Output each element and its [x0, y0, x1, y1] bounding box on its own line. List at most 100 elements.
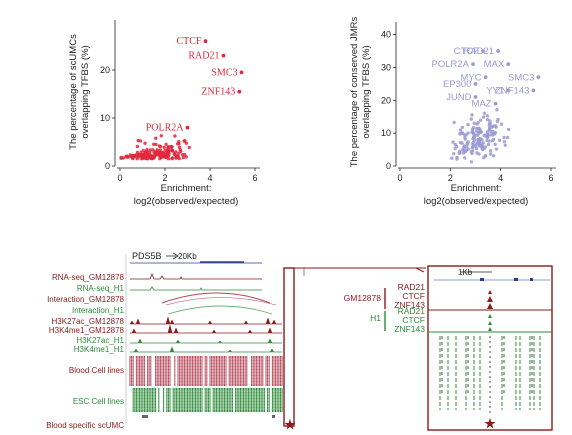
- gm-peak-znf143-icon: [487, 303, 493, 309]
- scatter-point: [455, 155, 459, 160]
- scatter-point: [458, 140, 462, 145]
- scatter-point: [450, 156, 454, 160]
- rna-seq-gm-track: [130, 272, 262, 280]
- interaction-h1-arc: [167, 305, 273, 315]
- scatter-point: [166, 157, 171, 161]
- scatter-point: [482, 111, 487, 115]
- scatter-point: [470, 146, 474, 150]
- point-label: SMC3: [211, 67, 237, 78]
- scatter-point: [494, 147, 499, 151]
- scatter-point: [458, 128, 463, 132]
- y-tick-label: 0: [105, 161, 110, 171]
- scatter-point: [466, 131, 470, 135]
- y-tick-label: 20: [100, 65, 110, 75]
- scatter-point: [499, 122, 504, 126]
- scatter-point: [164, 142, 168, 146]
- point-label: EP300: [443, 79, 472, 90]
- labeled-point: [496, 49, 500, 53]
- left-xlabel-2: log2(observed/expected): [134, 196, 239, 207]
- scatter-point: [489, 133, 493, 137]
- scatter-point: [151, 156, 155, 161]
- labeled-point: [239, 70, 244, 75]
- labeled-point: [531, 88, 536, 93]
- left-scatter-labeled-points: CTCF RAD21 SMC3 ZNF143 POLR2A: [146, 36, 244, 134]
- y-tick-label: 20: [381, 95, 391, 105]
- track-label-interaction-gm: Interaction_GM12878: [47, 295, 124, 304]
- scatter-point: [462, 144, 467, 148]
- gene-label: PDS5B: [132, 251, 162, 261]
- scatter-point: [506, 135, 510, 140]
- right-scatter-cloud: [450, 108, 511, 164]
- scatter-point: [453, 146, 457, 151]
- scatter-point: [162, 145, 166, 149]
- scatter-point: [475, 151, 479, 155]
- scale-label: 20Kb: [178, 252, 197, 261]
- scatter-point: [483, 154, 488, 158]
- scatter-point: [463, 137, 467, 141]
- interaction-gm-arc-2: [165, 297, 277, 306]
- point-label: POLR2A: [146, 123, 185, 134]
- scale-bar-icon: [166, 252, 179, 260]
- x-tick-label: 4: [498, 173, 503, 183]
- labeled-point: [506, 62, 511, 66]
- h1-peak-ctcf-icon: [488, 321, 492, 325]
- histone-peak-track: [130, 346, 282, 353]
- zoom-gm-tf-2: CTCF: [402, 291, 425, 301]
- scatter-point: [465, 141, 469, 145]
- zoom-connector-bracket: [294, 267, 305, 276]
- scatter-point: [153, 154, 157, 158]
- left-xlabel-1: Enrichment:: [161, 183, 212, 194]
- scatter-point: [159, 134, 163, 138]
- y-tick-label: 10: [381, 128, 391, 138]
- scatter-point: [474, 146, 479, 151]
- scatter-point: [463, 156, 467, 160]
- scatter-point: [154, 136, 158, 140]
- scatter-point: [481, 141, 485, 145]
- scatter-point: [497, 138, 502, 142]
- labeled-point: [203, 39, 208, 44]
- scatter-point: [475, 141, 479, 145]
- scatter-point: [493, 124, 498, 128]
- zoom-gm-tf-3: ZNF143: [394, 300, 425, 310]
- scatter-point: [490, 125, 494, 129]
- point-label: CTCF: [454, 46, 480, 57]
- point-label: ZNF143: [201, 87, 235, 98]
- labeled-point: [483, 75, 488, 80]
- scatter-point: [470, 130, 474, 134]
- labeled-point: [493, 101, 498, 106]
- track-label-rna-h1: RNA-seq_H1: [77, 284, 125, 293]
- gm-peak-rad21-icon: [488, 290, 492, 294]
- histone-peak-track: [129, 316, 282, 325]
- histone-peak-track: [130, 338, 282, 344]
- zoom-panel: 1Kb GM12878 RAD21 CTCF ZNF143 H1 RAD21 C…: [344, 265, 553, 431]
- track-label-h3k4me1-gm: H3K4me1_GM12878: [49, 326, 125, 335]
- scumc-bar-2: [272, 415, 275, 418]
- scatter-point: [128, 153, 132, 157]
- esc-cell-lines-label: ESC Cell lines: [73, 397, 124, 406]
- scatter-point: [156, 151, 161, 156]
- histone-peak-tracks: [129, 316, 282, 353]
- scatter-point: [453, 142, 458, 147]
- x-tick-label: 6: [252, 173, 257, 183]
- scatter-point: [179, 149, 183, 153]
- scatter-point: [492, 154, 496, 158]
- zoom-connector-arrow: [415, 267, 425, 273]
- zoom-exon-1: [480, 278, 484, 281]
- zoom-h1-tf-2: CTCF: [402, 315, 425, 325]
- scatter-point: [488, 149, 493, 153]
- track-label-h3k27ac-gm: H3K27ac_GM12878: [52, 317, 125, 326]
- x-tick-label: 6: [548, 173, 553, 183]
- scatter-point: [181, 155, 185, 160]
- scatter-point: [507, 127, 511, 132]
- h1-peak-znf143-icon: [488, 327, 492, 331]
- scatter-point: [470, 113, 474, 117]
- labeled-point: [185, 125, 190, 130]
- x-tick-label: 0: [397, 173, 402, 183]
- scatter-point: [148, 154, 153, 159]
- scatter-point: [478, 118, 483, 122]
- y-tick-label: 30: [381, 62, 391, 72]
- scatter-point: [170, 156, 175, 160]
- scatter-point: [164, 155, 168, 159]
- scatter-point: [503, 143, 507, 147]
